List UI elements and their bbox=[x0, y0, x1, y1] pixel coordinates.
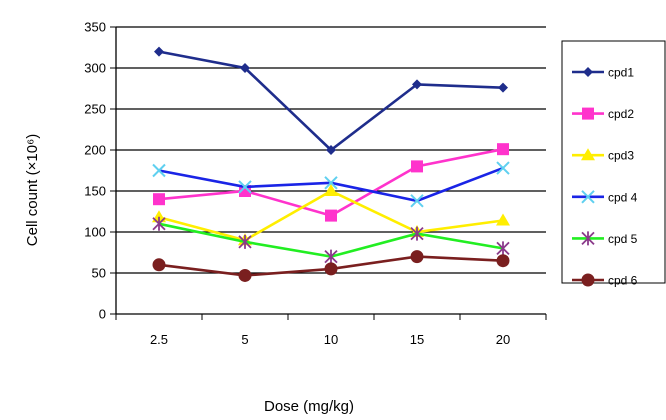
data-point-cpd4 bbox=[410, 194, 424, 208]
data-point-cpd2 bbox=[497, 143, 509, 156]
legend-item-cpd3: cpd3 bbox=[572, 148, 634, 163]
data-point-cpd5 bbox=[152, 216, 166, 231]
data-point-cpd6 bbox=[324, 262, 338, 276]
y-axis-title: Cell count (×10⁶) bbox=[24, 134, 41, 246]
legend-item-cpd6: cpd 6 bbox=[572, 273, 638, 288]
data-point-cpd2 bbox=[153, 193, 165, 206]
x-tick-label: 15 bbox=[410, 332, 424, 347]
data-point-cpd5 bbox=[496, 241, 510, 256]
series-line-cpd1 bbox=[158, 50, 504, 152]
x-tick-labels: 2.5 5 10 15 20 bbox=[150, 332, 510, 347]
data-point-cpd6 bbox=[152, 258, 166, 272]
x-tick-label: 20 bbox=[496, 332, 510, 347]
data-point-cpd1 bbox=[498, 82, 508, 93]
legend-item-cpd5: cpd 5 bbox=[572, 231, 638, 246]
legend-marker bbox=[581, 148, 595, 161]
legend-item-cpd1: cpd1 bbox=[572, 66, 634, 80]
legend-label: cpd 6 bbox=[608, 274, 638, 288]
legend-box bbox=[561, 40, 666, 284]
x-axis-title: Dose (mg/kg) bbox=[264, 398, 354, 415]
data-point-cpd5 bbox=[238, 234, 252, 249]
legend-label: cpd1 bbox=[608, 66, 634, 80]
axes bbox=[110, 26, 547, 320]
data-point-cpd6 bbox=[410, 250, 424, 264]
legend-marker bbox=[581, 273, 595, 287]
legend: cpd1 cpd2 cpd3 cpd 4 cpd 5 cpd 6 bbox=[561, 40, 666, 288]
legend-marker bbox=[582, 107, 594, 120]
data-point-cpd5 bbox=[410, 226, 424, 241]
data-point-cpd1 bbox=[240, 63, 250, 73]
y-tick-label: 250 bbox=[84, 102, 106, 117]
legend-marker bbox=[581, 190, 595, 204]
data-point-cpd3 bbox=[324, 184, 338, 196]
y-tick-label: 150 bbox=[84, 184, 106, 199]
legend-label: cpd3 bbox=[608, 149, 634, 163]
data-point-cpd1 bbox=[326, 145, 336, 155]
legend-label: cpd 5 bbox=[608, 232, 638, 246]
x-tick-label: 5 bbox=[241, 332, 248, 347]
data-point-cpd4 bbox=[152, 163, 166, 178]
x-tick-label: 2.5 bbox=[150, 332, 168, 347]
data-point-cpd6 bbox=[496, 254, 510, 268]
y-tick-label: 100 bbox=[84, 225, 106, 240]
series-group bbox=[152, 46, 510, 282]
y-tick-label: 50 bbox=[92, 266, 106, 281]
legend-marker bbox=[583, 67, 593, 77]
data-point-cpd2 bbox=[411, 160, 423, 173]
legend-label: cpd 4 bbox=[608, 190, 638, 204]
y-tick-label: 0 bbox=[99, 307, 106, 322]
data-point-cpd1 bbox=[412, 79, 422, 90]
data-point-cpd6 bbox=[238, 268, 252, 282]
data-point-cpd1 bbox=[154, 46, 164, 57]
y-tick-label: 350 bbox=[84, 20, 106, 35]
y-tick-label: 200 bbox=[84, 143, 106, 158]
y-tick-label: 300 bbox=[84, 61, 106, 76]
data-point-cpd5 bbox=[324, 249, 338, 264]
x-tick-label: 10 bbox=[324, 332, 338, 347]
data-point-cpd3 bbox=[496, 213, 510, 226]
legend-item-cpd4: cpd 4 bbox=[572, 190, 638, 204]
data-point-cpd4 bbox=[496, 161, 510, 175]
data-point-cpd4 bbox=[238, 180, 252, 194]
legend-item-cpd2: cpd2 bbox=[572, 107, 634, 121]
y-tick-labels: 0 50 100 150 200 250 300 350 bbox=[84, 20, 106, 322]
data-point-cpd4 bbox=[324, 176, 338, 190]
legend-label: cpd2 bbox=[608, 107, 634, 121]
data-point-cpd2 bbox=[325, 209, 337, 222]
legend-marker bbox=[581, 231, 595, 246]
